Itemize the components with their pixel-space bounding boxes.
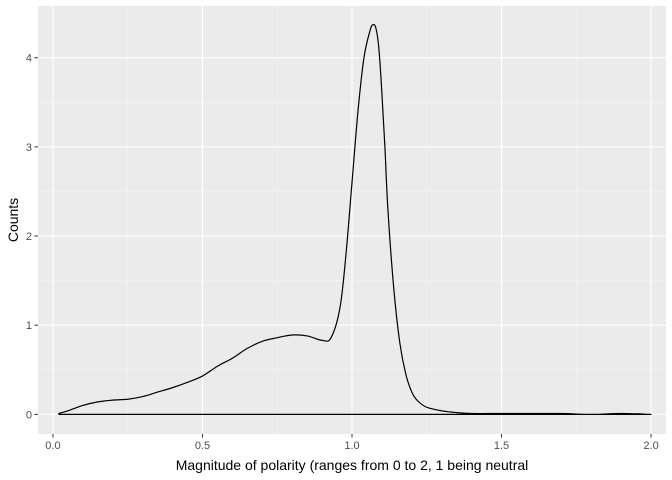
y-axis-title: Counts: [5, 198, 21, 242]
series-layer: [58, 23, 652, 415]
y-tick-label: 3: [26, 142, 32, 154]
x-tick-label: 1.5: [494, 440, 509, 452]
x-axis-title: Magnitude of polarity (ranges from 0 to …: [176, 457, 529, 473]
y-tick-label: 0: [26, 409, 32, 421]
x-axis: 0.0 0.5 1.0 1.5 2.0: [45, 434, 659, 452]
x-tick-label: 0.0: [45, 440, 60, 452]
x-tick-label: 2.0: [643, 440, 658, 452]
y-tick-label: 4: [26, 53, 32, 65]
x-tick-label: 1.0: [344, 440, 359, 452]
density-curve: [58, 23, 652, 415]
x-tick-label: 0.5: [195, 440, 210, 452]
y-tick-label: 1: [26, 320, 32, 332]
y-axis: 0 1 2 3 4: [26, 53, 38, 421]
y-tick-label: 2: [26, 231, 32, 243]
